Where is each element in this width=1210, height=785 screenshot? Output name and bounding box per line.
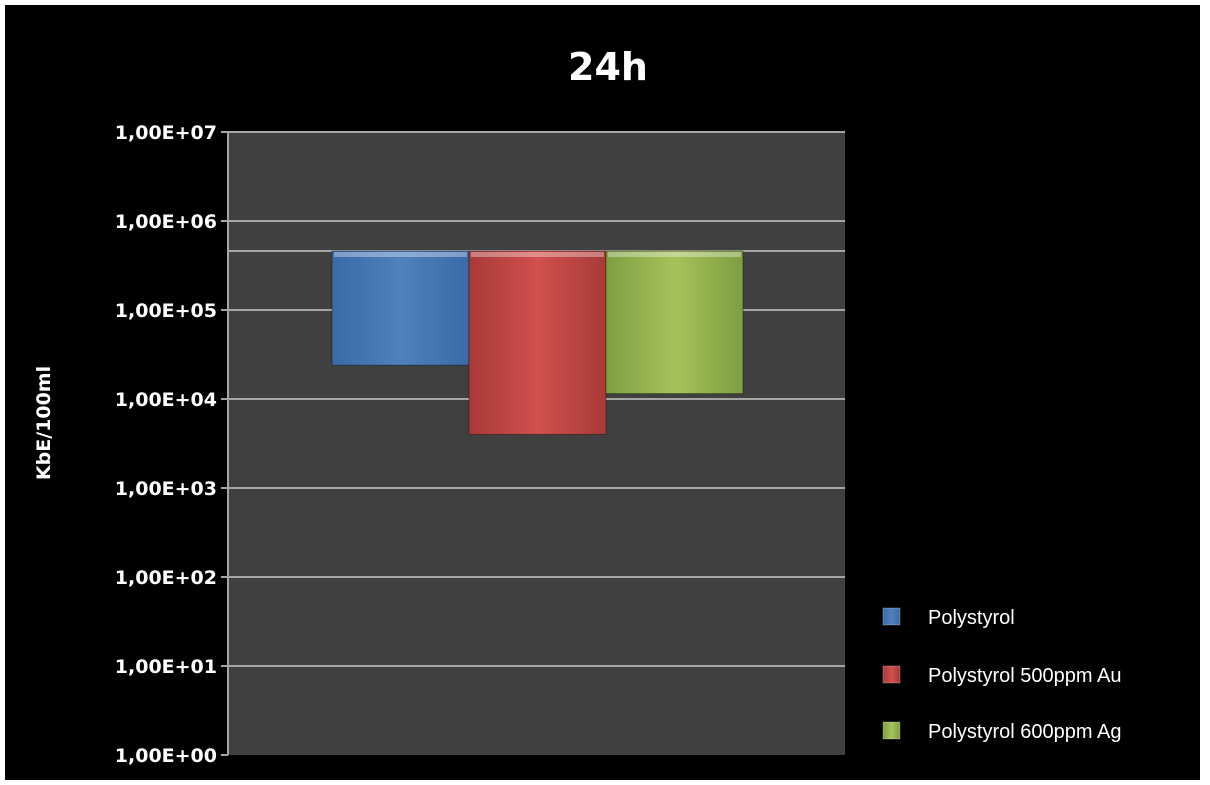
y-axis-ticks: 1,00E+00 1,00E+01 1,00E+02 1,00E+03 1,00E+04… [115, 122, 228, 767]
bar-highlight [608, 252, 741, 258]
bar-highlight [334, 252, 467, 258]
bar-polystyrol [331, 250, 470, 366]
chart-svg: 24h 1,00E+001,00E+011,00E+021,00E+031,00… [33, 45, 1121, 767]
y-tick-label: 1,00E+07 [115, 122, 217, 144]
y-tick-label: 1,00E+03 [115, 478, 217, 500]
y-axis-label: KbE/100ml [33, 366, 55, 480]
y-tick-label: 1,00E+02 [115, 567, 217, 589]
legend-label: Polystyrol 600ppm Ag [928, 721, 1121, 743]
y-tick-label: 1,00E+00 [115, 745, 217, 767]
legend: Polystyrol Polystyrol 500ppm Au Polystyrol… [882, 607, 1121, 743]
y-tick-label: 1,00E+01 [115, 656, 217, 678]
legend-swatch [882, 607, 901, 626]
chart-title: 24h [568, 45, 648, 89]
y-tick-label: 1,00E+04 [115, 389, 217, 411]
legend-swatch [882, 665, 901, 684]
chart-frame: 24h 1,00E+00 1,00E+01 1,00E+02 1,00E+03 1,00… [5, 5, 1200, 780]
bar-layer [331, 250, 744, 435]
legend-label: Polystyrol 500ppm Au [928, 665, 1121, 687]
legend-label: Polystyrol [928, 607, 1015, 629]
plot-area [228, 132, 845, 755]
bar-polystyrol-500ppm-au [468, 250, 607, 435]
y-tick-label: 1,00E+05 [115, 300, 217, 322]
bar-polystyrol-600ppm-ag [605, 250, 744, 395]
bar-highlight [471, 252, 604, 258]
legend-swatch [882, 721, 901, 740]
y-tick-label: 1,00E+06 [115, 211, 217, 233]
